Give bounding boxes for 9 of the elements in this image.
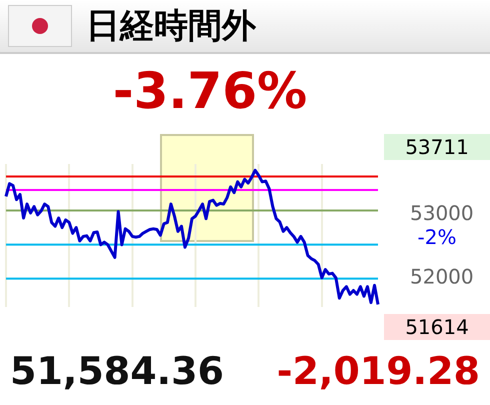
text: 51,584.36 <box>10 349 224 393</box>
text: -2% <box>416 224 458 250</box>
y-tick-label: 53000 <box>410 201 474 226</box>
y-tick-label: 52000 <box>410 264 474 289</box>
chart-title: 日経時間外 <box>86 5 256 48</box>
text: 53711 <box>384 134 490 160</box>
text: -2,019.28 <box>276 349 480 393</box>
chart-subtitle: -3.76% <box>112 61 308 122</box>
text: 51614 <box>384 314 490 340</box>
